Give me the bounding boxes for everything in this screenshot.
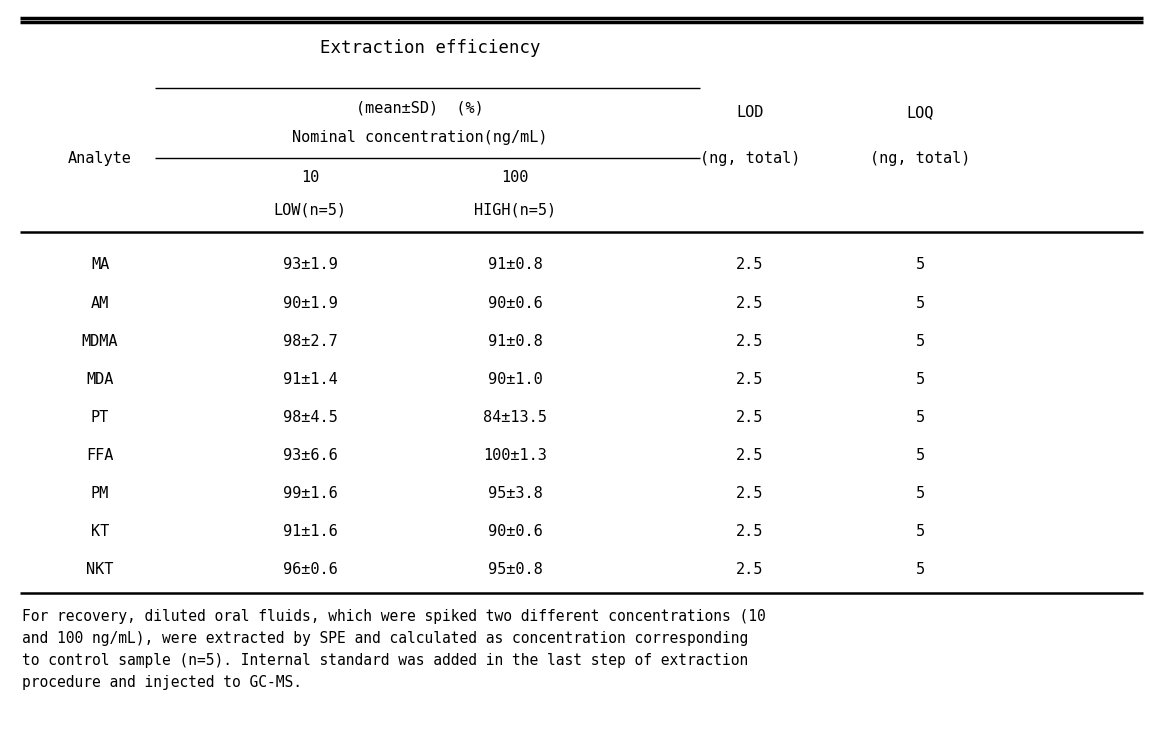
- Text: 5: 5: [915, 296, 925, 311]
- Text: Extraction efficiency: Extraction efficiency: [320, 39, 541, 57]
- Text: 5: 5: [915, 523, 925, 538]
- Text: NKT: NKT: [86, 562, 114, 577]
- Text: LOQ: LOQ: [906, 106, 934, 120]
- Text: 5: 5: [915, 485, 925, 500]
- Text: 2.5: 2.5: [736, 485, 764, 500]
- Text: (ng, total): (ng, total): [870, 150, 970, 166]
- Text: 91±0.8: 91±0.8: [487, 258, 542, 272]
- Text: 100: 100: [501, 171, 529, 185]
- Text: LOD: LOD: [736, 106, 764, 120]
- Text: 91±1.6: 91±1.6: [283, 523, 337, 538]
- Text: 2.5: 2.5: [736, 562, 764, 577]
- Text: 2.5: 2.5: [736, 296, 764, 311]
- Text: MDMA: MDMA: [81, 333, 119, 349]
- Text: KT: KT: [91, 523, 109, 538]
- Text: 90±1.0: 90±1.0: [487, 371, 542, 386]
- Text: 2.5: 2.5: [736, 410, 764, 425]
- Text: 90±1.9: 90±1.9: [283, 296, 337, 311]
- Text: 2.5: 2.5: [736, 448, 764, 463]
- Text: 93±6.6: 93±6.6: [283, 448, 337, 463]
- Text: Analyte: Analyte: [69, 150, 131, 166]
- Text: 5: 5: [915, 333, 925, 349]
- Text: 98±4.5: 98±4.5: [283, 410, 337, 425]
- Text: 99±1.6: 99±1.6: [283, 485, 337, 500]
- Text: Nominal concentration(ng/mL): Nominal concentration(ng/mL): [292, 131, 548, 145]
- Text: 2.5: 2.5: [736, 523, 764, 538]
- Text: LOW(n=5): LOW(n=5): [273, 203, 347, 218]
- Text: and 100 ng/mL), were extracted by SPE and calculated as concentration correspond: and 100 ng/mL), were extracted by SPE an…: [22, 631, 748, 646]
- Text: (mean±SD)  (%): (mean±SD) (%): [356, 101, 484, 116]
- Text: 95±0.8: 95±0.8: [487, 562, 542, 577]
- Text: 100±1.3: 100±1.3: [483, 448, 547, 463]
- Text: 90±0.6: 90±0.6: [487, 523, 542, 538]
- Text: 95±3.8: 95±3.8: [487, 485, 542, 500]
- Text: (ng, total): (ng, total): [700, 150, 800, 166]
- Text: 90±0.6: 90±0.6: [487, 296, 542, 311]
- Text: 96±0.6: 96±0.6: [283, 562, 337, 577]
- Text: PM: PM: [91, 485, 109, 500]
- Text: 5: 5: [915, 258, 925, 272]
- Text: 2.5: 2.5: [736, 333, 764, 349]
- Text: 98±2.7: 98±2.7: [283, 333, 337, 349]
- Text: For recovery, diluted oral fluids, which were spiked two different concentration: For recovery, diluted oral fluids, which…: [22, 609, 765, 624]
- Text: 5: 5: [915, 448, 925, 463]
- Text: 5: 5: [915, 562, 925, 577]
- Text: procedure and injected to GC-MS.: procedure and injected to GC-MS.: [22, 675, 302, 690]
- Text: MDA: MDA: [86, 371, 114, 386]
- Text: HIGH(n=5): HIGH(n=5): [475, 203, 556, 218]
- Text: AM: AM: [91, 296, 109, 311]
- Text: 84±13.5: 84±13.5: [483, 410, 547, 425]
- Text: 5: 5: [915, 410, 925, 425]
- Text: 91±0.8: 91±0.8: [487, 333, 542, 349]
- Text: FFA: FFA: [86, 448, 114, 463]
- Text: 93±1.9: 93±1.9: [283, 258, 337, 272]
- Text: 2.5: 2.5: [736, 258, 764, 272]
- Text: to control sample (n=5). Internal standard was added in the last step of extract: to control sample (n=5). Internal standa…: [22, 653, 748, 668]
- Text: 2.5: 2.5: [736, 371, 764, 386]
- Text: 91±1.4: 91±1.4: [283, 371, 337, 386]
- Text: PT: PT: [91, 410, 109, 425]
- Text: 5: 5: [915, 371, 925, 386]
- Text: MA: MA: [91, 258, 109, 272]
- Text: 10: 10: [301, 171, 319, 185]
